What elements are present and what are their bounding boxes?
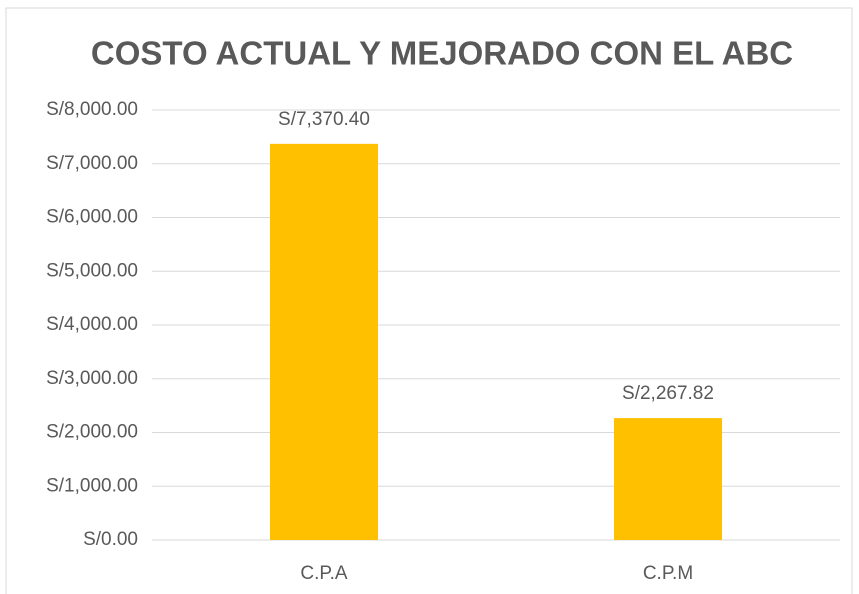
y-tick-label: S/7,000.00 (46, 153, 138, 174)
y-tick-label: S/6,000.00 (46, 207, 138, 228)
y-tick-label: S/2,000.00 (46, 422, 138, 443)
y-tick-label: S/0.00 (83, 529, 138, 550)
y-tick-label: S/8,000.00 (46, 99, 138, 120)
x-tick-label: C.P.A (300, 563, 348, 584)
y-tick-label: S/3,000.00 (46, 368, 138, 389)
data-label: S/2,267.82 (622, 383, 714, 404)
x-tick-label: C.P.M (643, 563, 693, 584)
y-tick-label: S/4,000.00 (46, 314, 138, 335)
bar (269, 143, 379, 540)
y-tick-label: S/1,000.00 (46, 475, 138, 496)
chart-border (5, 7, 853, 594)
chart-title: COSTO ACTUAL Y MEJORADO CON EL ABC (91, 35, 793, 72)
data-label: S/7,370.40 (278, 109, 370, 130)
y-tick-label: S/5,000.00 (46, 260, 138, 281)
bar (613, 418, 723, 540)
